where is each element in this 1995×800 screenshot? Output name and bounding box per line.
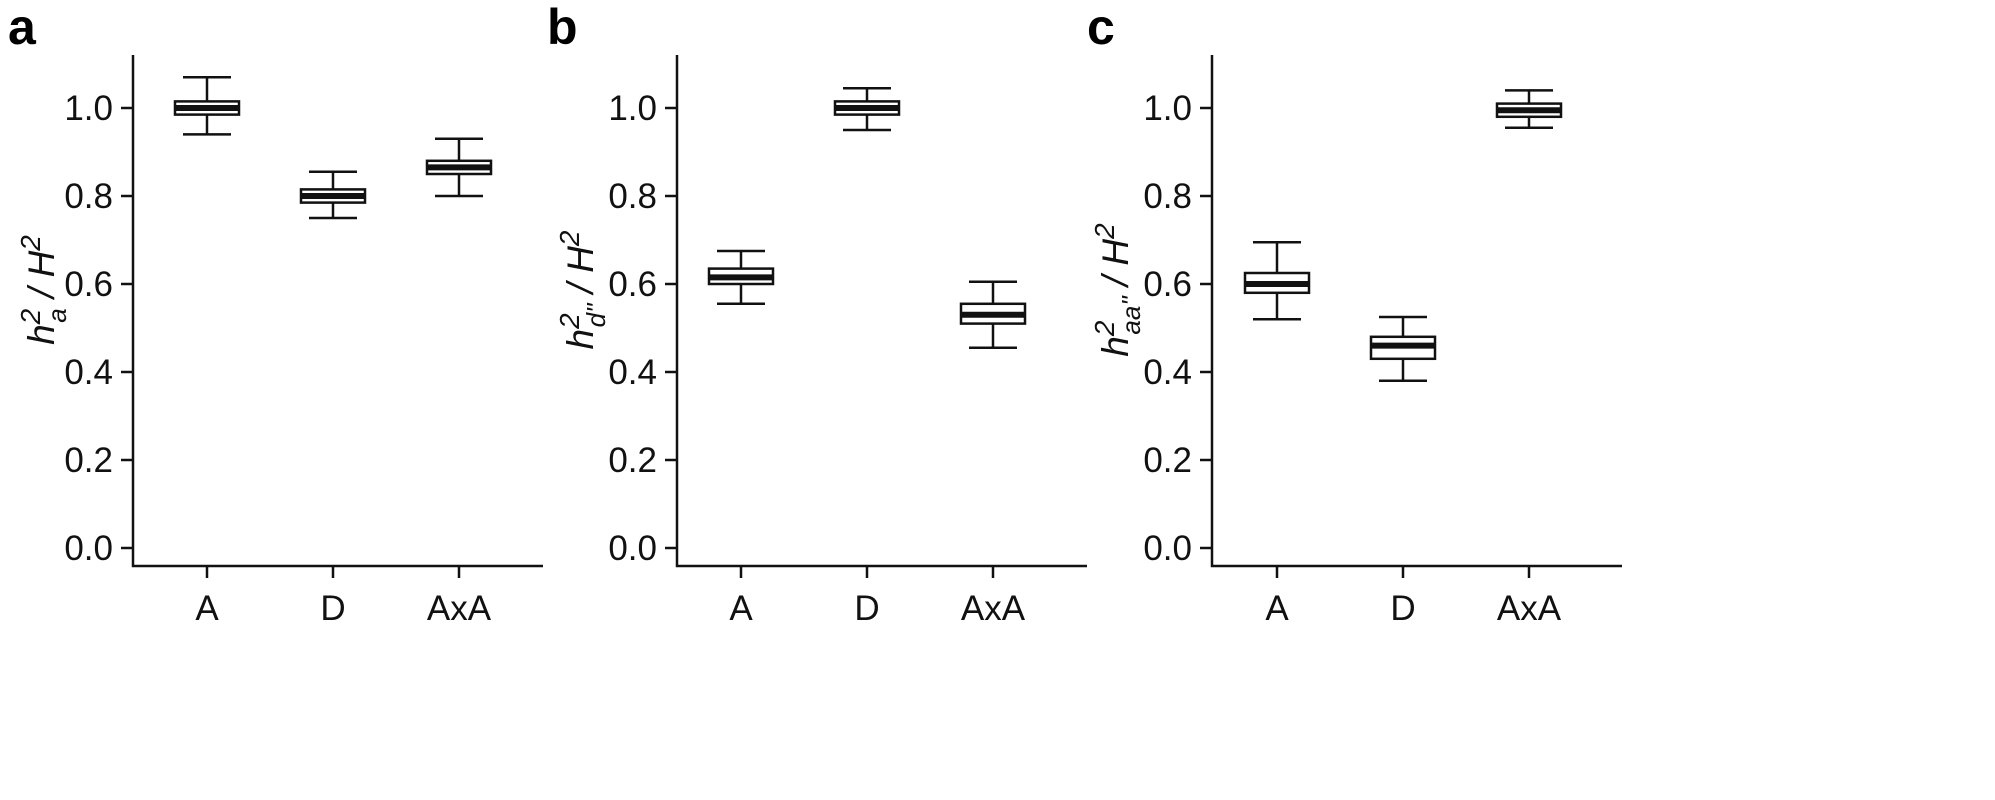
- x-tick-label: D: [1390, 589, 1415, 628]
- y-tick-label: 0.0: [608, 529, 657, 568]
- y-tick-label: 1.0: [1143, 89, 1192, 128]
- x-tick-label: A: [195, 589, 219, 628]
- box-D: [833, 86, 901, 132]
- y-axis-label-part: 2: [15, 235, 46, 252]
- y-axis-label-part: d": [581, 302, 611, 327]
- y-axis-label-part: aa": [1116, 295, 1146, 335]
- axis-lines: [675, 55, 1087, 568]
- box-AxA: [1495, 89, 1563, 130]
- y-axis-label-part: a: [42, 308, 72, 322]
- box-A: [173, 75, 241, 136]
- box-A: [1243, 240, 1311, 321]
- y-tick-label: 0.4: [608, 353, 657, 392]
- y-axis-label-part: 2: [554, 230, 585, 247]
- y-tick-label: 1.0: [608, 89, 657, 128]
- y-axis-label-part: h: [21, 324, 62, 345]
- box-D: [299, 170, 367, 220]
- box-AxA: [959, 280, 1027, 350]
- box-D: [1369, 315, 1437, 383]
- y-tick-label: 0.2: [64, 441, 113, 480]
- y-tick-label: 0.2: [608, 441, 657, 480]
- y-axis-label-part: / H: [560, 246, 601, 304]
- x-tick-label: AxA: [427, 589, 492, 628]
- y-axis-label-part: / H: [21, 250, 62, 308]
- box-AxA: [425, 137, 493, 198]
- y-tick-label: 0.0: [1143, 529, 1192, 568]
- x-tick-label: AxA: [961, 589, 1026, 628]
- y-tick-label: 1.0: [64, 89, 113, 128]
- x-tick-label: D: [854, 589, 879, 628]
- panel-letter: c: [1087, 0, 1115, 55]
- panel-letter: a: [8, 0, 37, 55]
- y-tick-label: 0.8: [608, 177, 657, 216]
- panel-letter: b: [547, 0, 578, 55]
- y-tick-label: 0.0: [64, 529, 113, 568]
- x-tick-label: A: [729, 589, 753, 628]
- y-tick-label: 0.2: [1143, 441, 1192, 480]
- x-tick-label: A: [1265, 589, 1289, 628]
- y-axis-label: h2d" / H2: [554, 230, 611, 349]
- axis-lines: [131, 55, 543, 568]
- x-tick-label: D: [320, 589, 345, 628]
- y-tick-label: 0.8: [1143, 177, 1192, 216]
- y-axis-label-part: 2: [15, 308, 46, 325]
- y-tick-label: 0.6: [1143, 265, 1192, 304]
- y-axis-label-part: h: [560, 329, 601, 350]
- y-axis-label: h2aa" / H2: [1089, 223, 1146, 357]
- y-axis-label-part: 2: [554, 313, 585, 330]
- y-axis-label-part: 2: [1089, 223, 1120, 240]
- y-tick-label: 0.8: [64, 177, 113, 216]
- y-tick-label: 0.4: [1143, 353, 1192, 392]
- y-tick-label: 0.6: [608, 265, 657, 304]
- y-axis-label-part: h: [1095, 336, 1136, 357]
- box-A: [707, 249, 775, 306]
- axis-lines: [1210, 55, 1622, 568]
- y-tick-label: 0.4: [64, 353, 113, 392]
- x-tick-label: AxA: [1497, 589, 1562, 628]
- y-axis-label: h2a / H2: [15, 235, 72, 345]
- y-axis-label-part: 2: [1089, 320, 1120, 337]
- y-tick-label: 0.6: [64, 265, 113, 304]
- y-axis-label-part: / H: [1095, 239, 1136, 297]
